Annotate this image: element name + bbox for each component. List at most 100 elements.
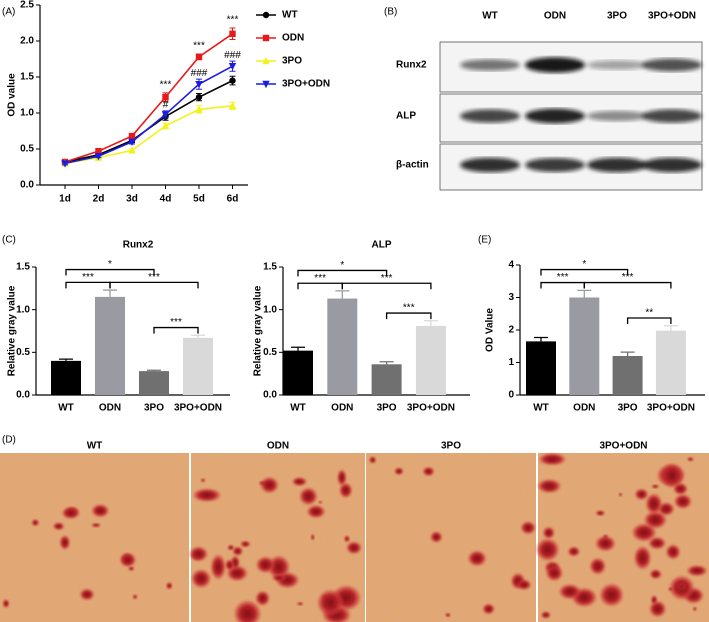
point [195, 93, 203, 101]
mineral-nodule [537, 479, 561, 493]
lane-label: WT [482, 11, 498, 22]
significance-bracket [153, 326, 199, 334]
x-tick-label: ODN [573, 403, 595, 414]
mineral-nodule [666, 544, 681, 560]
bar [51, 360, 81, 395]
row-label: Runx2 [396, 60, 427, 71]
panel-label: (D) [2, 435, 16, 446]
mineral-nodule [227, 544, 235, 551]
significance-label: *** [314, 273, 326, 284]
bar [283, 350, 313, 395]
significance: *** [227, 15, 239, 26]
y-tick-label: 0 [508, 390, 514, 401]
panel-label: (A) [2, 7, 15, 18]
error-bar [423, 320, 438, 326]
legend-label: ODN [282, 33, 304, 44]
mineral-nodule [317, 589, 343, 616]
significance-label: *** [170, 317, 182, 328]
mineral-nodule [272, 574, 286, 582]
micrograph-label: 3PO+ODN [599, 441, 647, 452]
significance-label: * [582, 259, 586, 270]
point [229, 77, 236, 84]
x-tick-label: 3PO [144, 403, 164, 414]
x-tick-label: WT [290, 403, 306, 414]
mineral-nodule [668, 587, 673, 591]
micrograph-label: WT [87, 441, 103, 452]
y-tick-label: 2.0 [20, 36, 34, 47]
significance-bracket [385, 312, 432, 320]
x-tick-label: 1d [59, 194, 71, 205]
significance-label: * [108, 259, 112, 270]
point [228, 63, 237, 71]
mineral-nodule [292, 477, 307, 486]
point [161, 111, 170, 119]
mineral-nodule [394, 467, 404, 475]
mineral-nodule [674, 494, 692, 509]
error-bar [291, 346, 305, 351]
significance-label: *** [148, 272, 160, 283]
y-tick-label: 0.0 [20, 180, 34, 191]
mineral-nodule [687, 457, 694, 462]
lane-label: 3PO [607, 11, 627, 22]
x-tick-label: 6d [227, 194, 239, 205]
point [229, 30, 236, 37]
mineral-nodule [422, 466, 435, 476]
mineral-nodule [539, 453, 566, 466]
y-tick-label: 3 [508, 292, 514, 303]
x-tick-label: ODN [331, 403, 353, 414]
x-tick-label: WT [58, 403, 74, 414]
micrograph-haze [0, 453, 189, 622]
micrograph-label: ODN [267, 441, 289, 452]
mineral-nodule [692, 606, 697, 611]
significance-bracket [109, 281, 199, 289]
error-bar [147, 369, 161, 372]
micrograph-haze [366, 453, 536, 622]
legend-label: 3PO [282, 56, 302, 67]
point [61, 160, 69, 168]
point [195, 53, 203, 61]
significance-bracket [341, 282, 432, 290]
blot-band [642, 109, 702, 123]
mineral-nodule [307, 505, 325, 518]
lane-label: ODN [544, 11, 566, 22]
mineral-nodule [53, 522, 65, 531]
significance-label: ** [645, 308, 653, 319]
y-tick-label: 1 [508, 357, 514, 368]
y-tick-label: 1.5 [20, 72, 34, 83]
bar [327, 298, 358, 395]
bar [139, 371, 169, 395]
y-tick-label: 1.5 [16, 262, 30, 273]
panel-label: (E) [478, 235, 491, 246]
blot-band [642, 157, 702, 173]
blot-band [460, 59, 520, 71]
mineral-nodule [559, 584, 581, 600]
point [94, 153, 103, 161]
mineral-nodule [128, 566, 135, 571]
error-bar [191, 334, 205, 338]
mineral-nodule [80, 588, 95, 601]
mineral-nodule [62, 507, 80, 519]
chart-title: Runx2 [123, 240, 154, 251]
point [161, 121, 170, 130]
mineral-nodule [344, 535, 350, 543]
significance: *** [160, 79, 172, 90]
significance-bracket [65, 281, 111, 289]
y-tick-label: 1.0 [16, 304, 30, 315]
blot-band [587, 110, 647, 122]
bar [612, 356, 643, 395]
legend-label: WT [282, 10, 298, 21]
y-tick-label: 4 [508, 260, 514, 271]
mineral-nodule [589, 558, 606, 575]
mineral-nodule [634, 546, 651, 570]
x-tick-label: 5d [193, 194, 205, 205]
micrograph: 3PO+ODN [536, 441, 709, 622]
western-blot: WT ODN 3PO 3PO+ODN Runx2 ALP β-actin [396, 11, 703, 191]
legend-marker [262, 11, 270, 19]
y-axis-label: Relative gray value [7, 285, 18, 376]
significance-label: * [340, 260, 344, 271]
point [195, 81, 203, 89]
mineral-nodule [644, 511, 667, 529]
row-label: β-actin [396, 160, 429, 171]
error-bar [577, 289, 592, 298]
bar [183, 337, 213, 395]
